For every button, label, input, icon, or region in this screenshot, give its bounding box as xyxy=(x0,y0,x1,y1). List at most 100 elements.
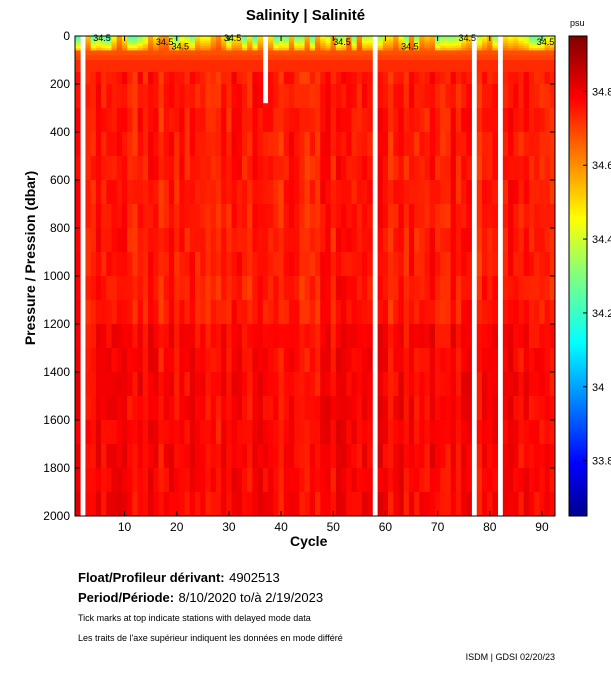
salinity-cell xyxy=(528,38,535,42)
salinity-cell xyxy=(341,60,347,73)
salinity-cell xyxy=(398,48,405,51)
salinity-cell xyxy=(513,324,519,349)
salinity-cell xyxy=(440,60,446,73)
salinity-cell xyxy=(356,300,363,325)
salinity-cell xyxy=(539,396,545,421)
salinity-cell xyxy=(200,84,206,109)
salinity-cell xyxy=(257,444,264,469)
salinity-cell xyxy=(356,84,363,109)
salinity-cell xyxy=(544,38,551,42)
salinity-cell xyxy=(408,60,415,73)
salinity-cell xyxy=(518,45,525,49)
salinity-cell xyxy=(508,132,514,157)
salinity-cell xyxy=(75,444,81,469)
salinity-cell xyxy=(75,252,81,277)
salinity-cell xyxy=(121,60,128,73)
salinity-cell xyxy=(148,396,154,421)
salinity-cell xyxy=(268,40,274,44)
salinity-cell xyxy=(111,324,118,349)
salinity-cell xyxy=(85,324,92,349)
salinity-cell xyxy=(236,492,243,517)
salinity-cell xyxy=(85,84,92,109)
salinity-cell xyxy=(215,108,222,133)
salinity-cell xyxy=(205,36,212,39)
salinity-cell xyxy=(106,324,112,349)
salinity-cell xyxy=(382,492,389,517)
salinity-cell xyxy=(215,48,222,51)
salinity-cell xyxy=(549,36,556,39)
salinity-cell xyxy=(309,444,316,469)
salinity-cell xyxy=(195,48,201,51)
salinity-cell xyxy=(534,84,540,109)
salinity-cell xyxy=(273,38,279,42)
salinity-cell xyxy=(210,204,217,229)
salinity-cell xyxy=(127,468,133,493)
salinity-cell xyxy=(75,492,81,517)
salinity-cell xyxy=(435,324,441,349)
salinity-cell xyxy=(195,276,201,301)
salinity-cell xyxy=(309,55,316,61)
salinity-cell xyxy=(294,348,300,373)
salinity-cell xyxy=(481,300,488,325)
salinity-cell xyxy=(95,348,102,373)
salinity-cell xyxy=(403,132,410,157)
salinity-cell xyxy=(429,324,436,349)
salinity-cell xyxy=(513,50,519,56)
salinity-cell xyxy=(341,38,347,42)
salinity-cell xyxy=(361,40,368,44)
salinity-cell xyxy=(315,276,321,301)
salinity-cell xyxy=(466,492,472,517)
salinity-cell xyxy=(361,468,368,493)
salinity-cell xyxy=(388,468,394,493)
salinity-cell xyxy=(518,43,525,46)
salinity-cell xyxy=(184,45,191,49)
salinity-cell xyxy=(132,420,139,445)
salinity-cell xyxy=(184,132,191,157)
salinity-cell xyxy=(351,444,358,469)
salinity-cell xyxy=(408,276,415,301)
salinity-cell xyxy=(236,50,243,56)
salinity-cell xyxy=(221,55,227,61)
salinity-cell xyxy=(283,420,290,445)
salinity-cell xyxy=(309,252,316,277)
salinity-cell xyxy=(168,156,175,181)
salinity-cell xyxy=(461,84,467,109)
salinity-cell xyxy=(315,420,321,445)
salinity-cell xyxy=(330,50,337,56)
salinity-cell xyxy=(257,468,264,493)
salinity-cell xyxy=(137,420,144,445)
salinity-cell xyxy=(90,60,97,73)
salinity-cell xyxy=(278,420,285,445)
salinity-cell xyxy=(111,276,118,301)
salinity-cell xyxy=(408,50,415,56)
salinity-cell xyxy=(148,156,154,181)
salinity-cell xyxy=(544,156,551,181)
salinity-cell xyxy=(518,204,525,229)
salinity-cell xyxy=(116,156,123,181)
salinity-cell xyxy=(523,45,530,49)
salinity-cell xyxy=(534,228,540,253)
salinity-cell xyxy=(528,180,535,205)
salinity-cell xyxy=(158,180,165,205)
salinity-cell xyxy=(95,50,102,56)
salinity-cell xyxy=(163,45,170,49)
salinity-cell xyxy=(534,60,540,73)
salinity-cell xyxy=(288,420,295,445)
salinity-cell xyxy=(278,84,285,109)
salinity-cell xyxy=(435,204,441,229)
contour-label: 34.5 xyxy=(458,33,476,43)
salinity-cell xyxy=(241,132,248,157)
salinity-cell xyxy=(429,492,436,517)
salinity-cell xyxy=(121,396,128,421)
salinity-cell xyxy=(106,492,112,517)
salinity-cell xyxy=(153,444,159,469)
salinity-cell xyxy=(502,276,509,301)
salinity-cell xyxy=(231,204,238,229)
salinity-cell xyxy=(101,40,107,44)
salinity-cell xyxy=(142,40,149,44)
salinity-cell xyxy=(403,72,410,85)
salinity-cell xyxy=(163,84,170,109)
salinity-cell xyxy=(268,60,274,73)
salinity-cell xyxy=(419,276,425,301)
salinity-cell xyxy=(121,180,128,205)
